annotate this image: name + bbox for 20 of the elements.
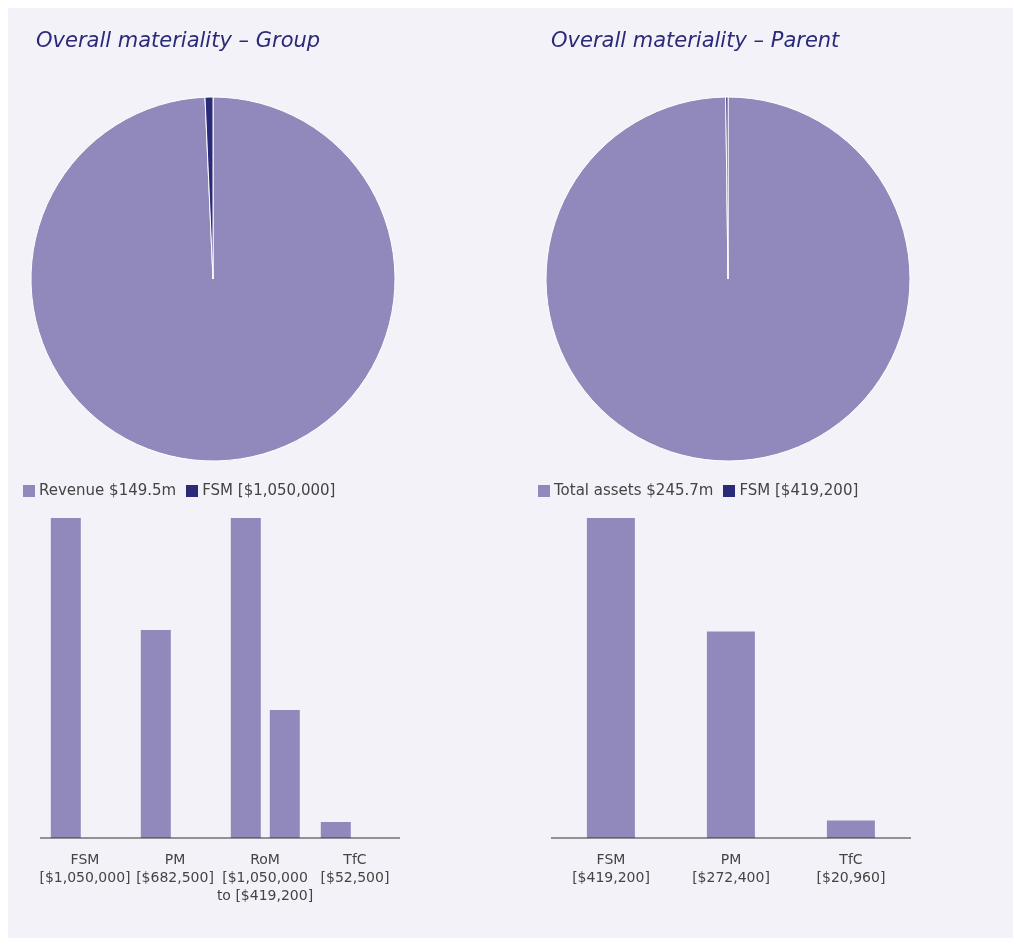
chart-title: Overall materiality – Parent [551,28,841,52]
bar [230,518,261,838]
legend-label: Total assets $245.7m [554,481,714,499]
x-tick-label: PM [$272,400] [692,851,770,885]
x-tick-label: PM [$682,500] [136,851,214,885]
bar [269,710,300,838]
x-tick-label: TfC [$20,960] [816,851,886,885]
pie-slice [30,96,396,462]
bar [50,518,81,838]
chart-title: Overall materiality – Group [36,28,322,52]
legend-label: FSM [$1,050,000] [202,481,336,499]
legend-label: FSM [$419,200] [739,481,859,499]
x-tick-label: RoM [$1,050,000 to [$419,200] [216,851,314,903]
bar [140,630,171,838]
x-tick-label: FSM [$419,200] [572,851,650,885]
pie-slice [545,96,911,462]
legend-label: Revenue $149.5m [39,481,177,499]
bar [320,822,351,838]
x-tick-label: FSM [$1,050,000] [39,851,131,885]
x-tick-label: TfC [$52,500] [320,851,390,885]
